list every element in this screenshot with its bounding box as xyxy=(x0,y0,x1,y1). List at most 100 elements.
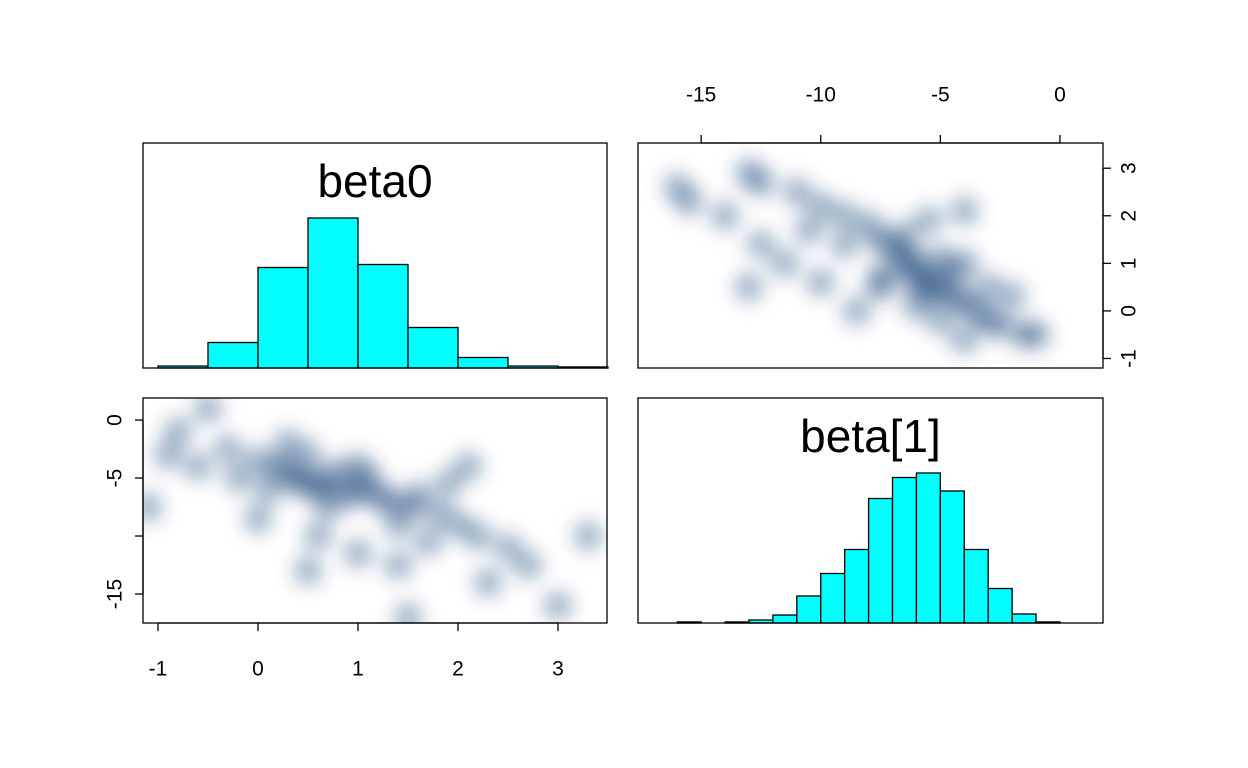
density-cloud xyxy=(143,398,603,623)
hist-bar xyxy=(844,548,870,624)
point xyxy=(793,215,824,246)
panel-title: beta[1] xyxy=(800,410,941,462)
point xyxy=(543,590,573,621)
panel-title: beta0 xyxy=(317,155,432,207)
hist-bar xyxy=(987,587,1013,624)
point xyxy=(901,291,932,322)
point xyxy=(573,521,603,552)
panel: beta0 xyxy=(142,142,609,369)
point xyxy=(413,526,443,557)
hist-bar xyxy=(939,490,965,624)
point xyxy=(925,305,956,336)
hist-bar xyxy=(891,476,918,624)
point xyxy=(973,272,1004,303)
panel-frame xyxy=(637,142,1104,369)
point xyxy=(829,229,860,260)
x-tick-label: 3 xyxy=(552,658,564,681)
panel-frame xyxy=(142,397,608,624)
panel-frame xyxy=(142,142,608,369)
point xyxy=(403,480,433,511)
x-tick-label: -5 xyxy=(931,84,950,107)
hist-bar xyxy=(796,595,822,624)
point xyxy=(805,267,836,298)
point xyxy=(781,176,812,207)
point xyxy=(303,521,333,552)
hist-bar xyxy=(357,263,409,369)
point xyxy=(949,196,980,227)
hist-bar xyxy=(257,266,309,369)
hist-bar xyxy=(772,614,798,624)
point xyxy=(243,503,273,534)
point xyxy=(805,191,836,222)
y-tick-label: -5 xyxy=(104,469,127,488)
hist-bar xyxy=(820,572,846,624)
point xyxy=(273,428,303,459)
hist-bar xyxy=(457,356,509,369)
point xyxy=(183,451,213,482)
point xyxy=(343,538,373,569)
point xyxy=(363,480,393,511)
point xyxy=(243,445,273,476)
point xyxy=(213,434,243,465)
y-tick-label: 3 xyxy=(1118,162,1141,174)
point xyxy=(733,272,764,303)
hist-bar xyxy=(1011,613,1037,624)
point xyxy=(463,521,493,552)
point xyxy=(253,474,283,505)
point xyxy=(473,567,503,598)
density-cloud xyxy=(662,157,1052,355)
panel: -1 0 1 2 3 0 -5 -15 xyxy=(104,397,608,681)
point xyxy=(493,532,523,563)
y-tick-label: 0 xyxy=(1118,305,1141,317)
hist-bar xyxy=(915,472,941,624)
point xyxy=(973,305,1004,336)
y-tick-label: -1 xyxy=(1118,349,1141,368)
point xyxy=(710,200,741,231)
y-tick-label: 0 xyxy=(104,414,127,426)
point xyxy=(662,172,693,203)
y-tick-label: 1 xyxy=(1118,258,1141,270)
point xyxy=(745,229,776,260)
point xyxy=(453,451,483,482)
density-blur xyxy=(662,157,1052,355)
point xyxy=(513,550,543,581)
point xyxy=(913,205,944,236)
hist-bar xyxy=(407,326,459,369)
point xyxy=(153,439,183,470)
point xyxy=(769,248,800,279)
y-tick-label: -15 xyxy=(104,579,127,609)
x-tick-label: -15 xyxy=(686,84,716,107)
x-tick-label: -1 xyxy=(149,658,168,681)
x-tick-label: -10 xyxy=(806,84,836,107)
point xyxy=(949,248,980,279)
point xyxy=(1009,319,1040,350)
x-tick-label: 0 xyxy=(252,658,264,681)
point xyxy=(997,281,1028,312)
hist-bar xyxy=(867,497,894,624)
point xyxy=(853,210,884,241)
point xyxy=(733,157,764,188)
point xyxy=(163,416,193,447)
point xyxy=(193,398,223,424)
point xyxy=(143,492,163,523)
y-tick-label: 2 xyxy=(1118,210,1141,222)
point xyxy=(223,463,253,494)
x-tick-label: 0 xyxy=(1054,84,1066,107)
point xyxy=(293,555,323,586)
point xyxy=(433,468,463,499)
x-tick-label: 2 xyxy=(452,658,464,681)
point xyxy=(283,468,313,499)
point xyxy=(865,272,896,303)
x-tick-label: 1 xyxy=(352,658,364,681)
panel-frame xyxy=(637,397,1104,624)
point xyxy=(383,509,413,540)
point xyxy=(383,550,413,581)
point xyxy=(949,324,980,355)
density-blur xyxy=(143,398,603,623)
point xyxy=(393,602,423,623)
point xyxy=(313,492,343,523)
point xyxy=(829,200,860,231)
point xyxy=(841,295,872,326)
